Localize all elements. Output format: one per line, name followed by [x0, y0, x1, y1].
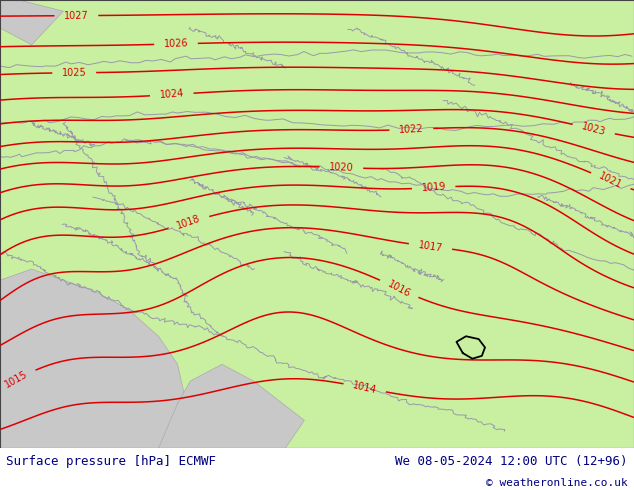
- Text: 1024: 1024: [159, 89, 184, 100]
- Text: Surface pressure [hPa] ECMWF: Surface pressure [hPa] ECMWF: [6, 455, 216, 467]
- Text: 1015: 1015: [3, 368, 30, 390]
- Text: 1023: 1023: [581, 121, 607, 137]
- Text: 1020: 1020: [329, 162, 354, 173]
- Text: 1018: 1018: [176, 214, 202, 231]
- Text: 1026: 1026: [164, 39, 188, 49]
- Text: 1022: 1022: [399, 124, 424, 135]
- Text: 1027: 1027: [64, 10, 89, 21]
- Text: 1019: 1019: [421, 182, 446, 194]
- Text: 1021: 1021: [597, 171, 624, 191]
- Text: 1017: 1017: [418, 240, 443, 253]
- Text: We 08-05-2024 12:00 UTC (12+96): We 08-05-2024 12:00 UTC (12+96): [395, 455, 628, 467]
- Text: 1014: 1014: [352, 380, 378, 395]
- Text: 1025: 1025: [61, 68, 87, 78]
- Text: 1016: 1016: [386, 279, 412, 299]
- Text: © weatheronline.co.uk: © weatheronline.co.uk: [486, 478, 628, 488]
